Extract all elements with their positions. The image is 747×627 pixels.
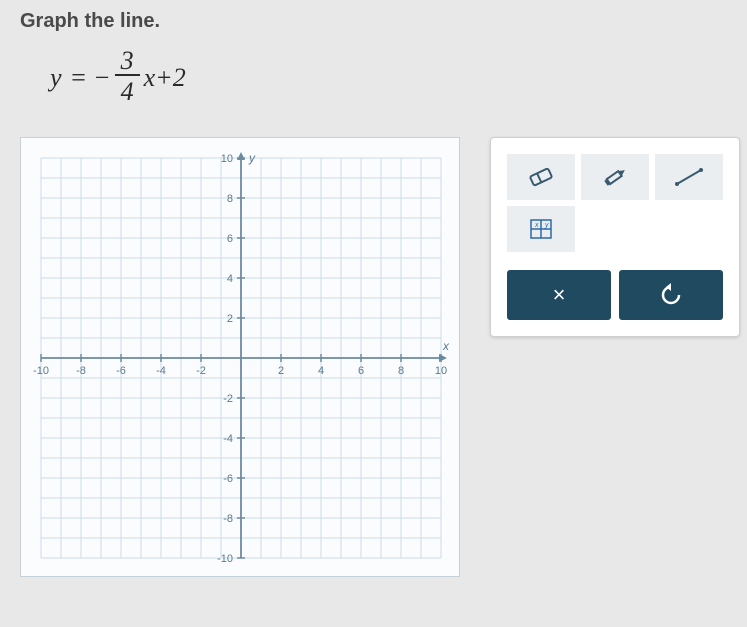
svg-text:-10: -10: [33, 365, 49, 377]
graph-canvas[interactable]: -10 -8 -6 -4 -2 2 4 6 8 10 -10 -8 -6 -4 -2 2 4 6 8 10 x y: [20, 137, 460, 577]
equation-equals: =: [70, 63, 88, 93]
svg-text:x: x: [442, 339, 450, 353]
svg-text:2: 2: [278, 365, 284, 377]
svg-text:8: 8: [398, 365, 404, 377]
coordinate-grid: -10 -8 -6 -4 -2 2 4 6 8 10 -10 -8 -6 -4 -2 2 4 6 8 10 x y: [21, 138, 461, 578]
svg-text:-10: -10: [217, 553, 233, 565]
eraser-button[interactable]: [507, 154, 575, 200]
svg-text:x: x: [534, 222, 539, 229]
svg-text:6: 6: [358, 365, 364, 377]
pencil-button[interactable]: [581, 154, 649, 200]
cancel-button[interactable]: ×: [507, 270, 611, 320]
svg-text:8: 8: [227, 193, 233, 205]
fraction-numerator: 3: [115, 48, 140, 76]
line-icon: [673, 166, 705, 188]
svg-text:10: 10: [435, 365, 447, 377]
svg-text:10: 10: [221, 153, 233, 165]
svg-text:-2: -2: [196, 365, 206, 377]
svg-text:4: 4: [227, 273, 233, 285]
svg-text:-8: -8: [76, 365, 86, 377]
equation-tail: x+2: [144, 63, 186, 93]
reset-icon: [659, 283, 683, 307]
svg-text:2: 2: [227, 313, 233, 325]
svg-text:-6: -6: [223, 473, 233, 485]
svg-text:y: y: [544, 222, 549, 229]
toolbox: x y ×: [490, 137, 740, 337]
line-button[interactable]: [655, 154, 723, 200]
fraction-denominator: 4: [115, 76, 140, 107]
svg-text:-6: -6: [116, 365, 126, 377]
svg-text:-8: -8: [223, 513, 233, 525]
svg-text:-4: -4: [156, 365, 166, 377]
table-icon: x y: [525, 216, 557, 242]
equation-lhs: y: [50, 63, 62, 93]
pencil-icon: [599, 166, 631, 188]
table-button[interactable]: x y: [507, 206, 575, 252]
eraser-icon: [525, 166, 557, 188]
equation-neg: −: [93, 63, 111, 93]
svg-text:y: y: [248, 151, 256, 165]
close-icon: ×: [553, 282, 566, 308]
svg-text:-2: -2: [223, 393, 233, 405]
instruction-text: Graph the line.: [20, 10, 727, 33]
reset-button[interactable]: [619, 270, 723, 320]
equation: y = − 3 4 x+2: [50, 48, 727, 107]
svg-text:-4: -4: [223, 433, 233, 445]
svg-text:4: 4: [318, 365, 324, 377]
equation-fraction: 3 4: [115, 48, 140, 107]
svg-text:6: 6: [227, 233, 233, 245]
